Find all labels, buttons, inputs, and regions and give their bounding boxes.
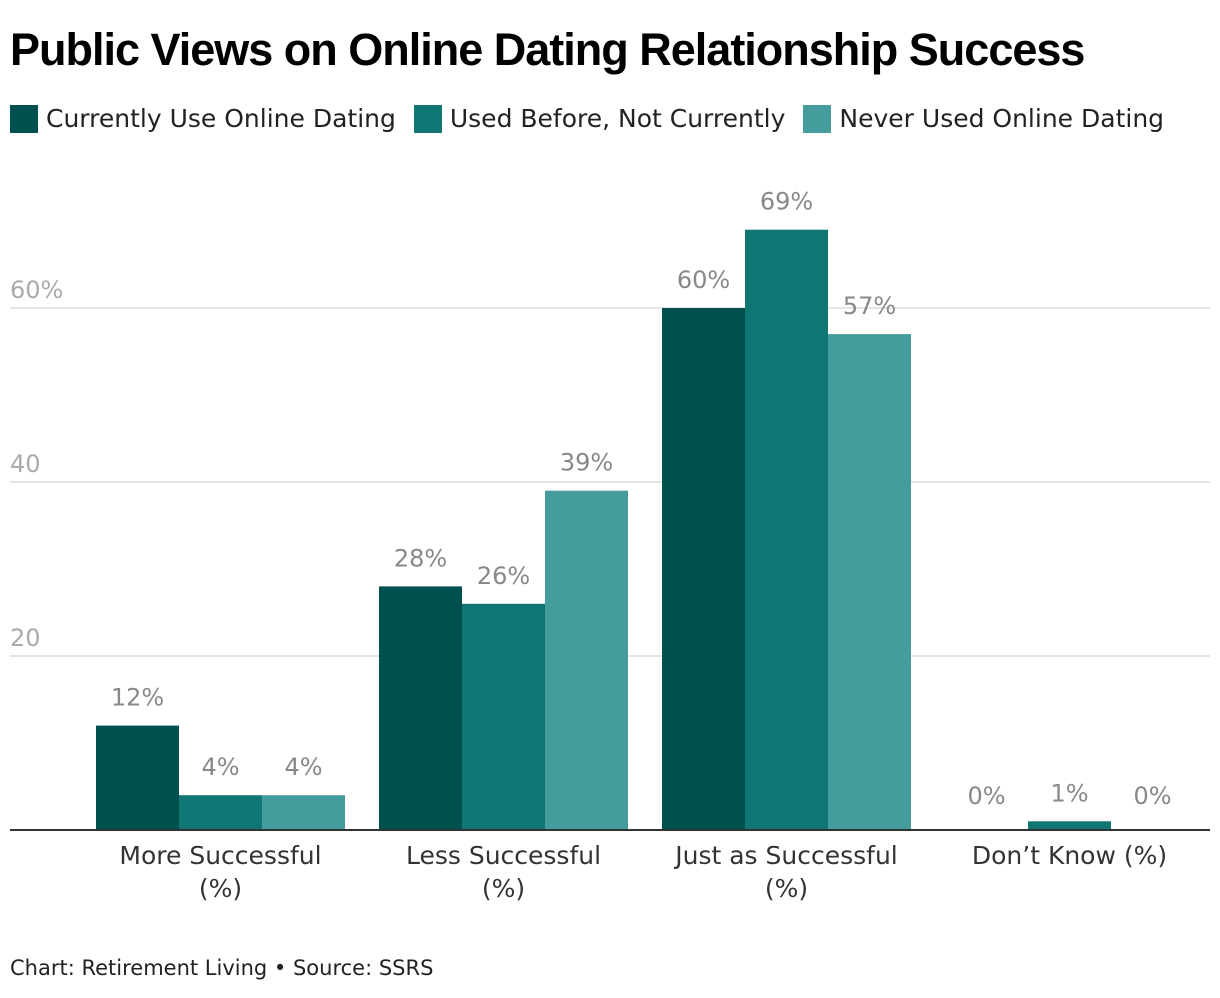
bar-currently-use-online-dating-just-as-successful — [662, 308, 745, 830]
bar-used-before-not-currently-just-as-successful — [745, 229, 828, 830]
x-tick-label: Don’t Know (%) — [972, 841, 1167, 870]
legend-swatch-used-before — [413, 104, 442, 133]
data-label: 1% — [1050, 779, 1088, 807]
bar-currently-use-online-dating-less-successful — [379, 586, 462, 830]
bar-used-before-not-currently-don-t-know — [1028, 821, 1111, 830]
legend-item-currently-use: Currently Use Online Dating — [10, 104, 396, 133]
legend-swatch-never-used — [803, 104, 832, 133]
bar-chart: 20 40 60% 12% 28% 60% 0% 4% 26% 69% 1% 4% 39% 57% 0% Mo… — [10, 188, 1210, 903]
bar-used-before-not-currently-more-successful — [179, 795, 262, 830]
chart-title: Public Views on Online Dating Relationsh… — [10, 24, 1085, 75]
bar-never-used-online-dating-less-successful — [545, 490, 628, 830]
x-tick-label: Just as Successful — [673, 841, 898, 870]
data-label: 12% — [111, 684, 164, 712]
data-label: 26% — [477, 562, 530, 590]
data-label: 39% — [560, 449, 613, 477]
y-tick-label: 20 — [10, 624, 41, 652]
x-tick-label: More Successful — [119, 841, 321, 870]
x-tick-label: (%) — [765, 874, 808, 903]
legend-label-never-used: Never Used Online Dating — [839, 104, 1165, 133]
data-label: 28% — [394, 544, 447, 572]
y-tick-label: 60% — [10, 276, 63, 304]
data-label: 4% — [284, 753, 322, 781]
legend: Currently Use Online Dating Used Before,… — [10, 104, 1182, 133]
legend-item-used-before: Used Before, Not Currently — [413, 104, 786, 133]
bar-never-used-online-dating-more-successful — [262, 795, 345, 830]
y-tick-label: 40 — [10, 450, 41, 478]
legend-item-never-used: Never Used Online Dating — [803, 104, 1164, 133]
x-tick-label: Less Successful — [406, 841, 601, 870]
data-label: 4% — [201, 753, 239, 781]
data-label: 0% — [967, 782, 1005, 810]
data-label: 60% — [677, 266, 730, 294]
data-label: 57% — [843, 292, 896, 320]
bar-used-before-not-currently-less-successful — [462, 603, 545, 830]
x-tick-label: (%) — [199, 874, 242, 903]
bar-currently-use-online-dating-more-successful — [96, 725, 179, 830]
data-label: 0% — [1133, 782, 1171, 810]
chart-footer: Chart: Retirement Living • Source: SSRS — [10, 956, 434, 980]
bar-never-used-online-dating-just-as-successful — [828, 334, 911, 830]
legend-label-used-before: Used Before, Not Currently — [449, 104, 786, 133]
legend-swatch-currently-use — [10, 104, 38, 133]
legend-label-currently-use: Currently Use Online Dating — [46, 104, 396, 133]
data-label: 69% — [760, 188, 813, 216]
x-tick-label: (%) — [482, 874, 525, 903]
